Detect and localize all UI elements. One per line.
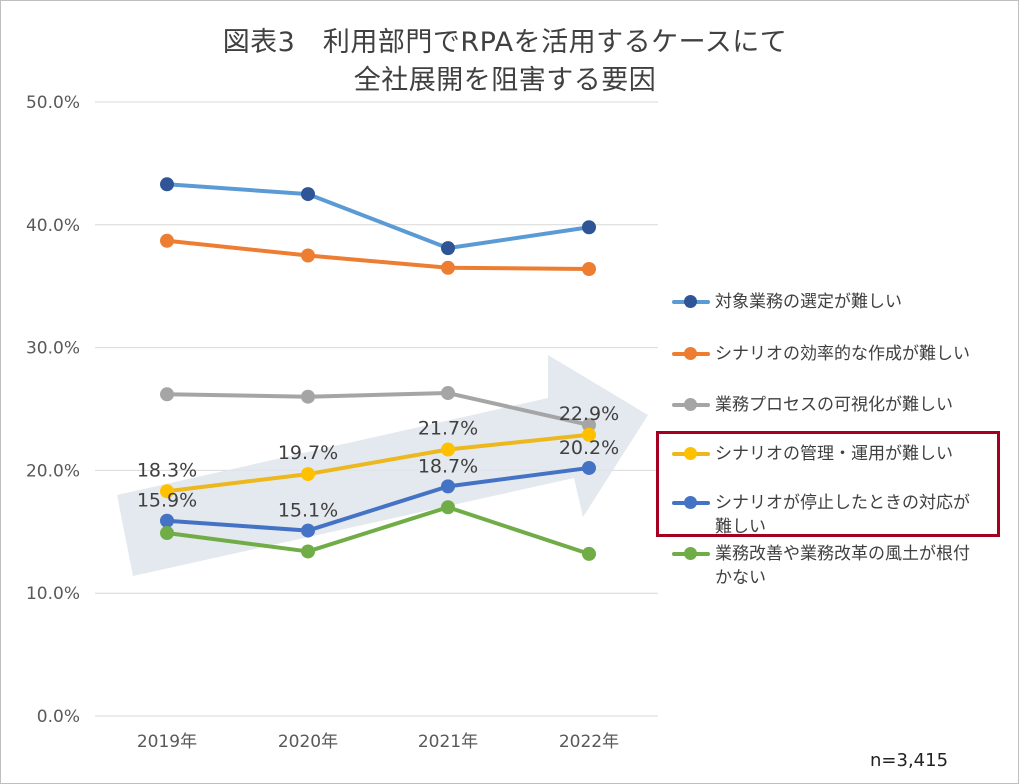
data-point — [441, 479, 455, 494]
data-point — [441, 241, 455, 256]
series-line — [165, 465, 591, 533]
legend-label: 業務改善や業務改革の風土が根付 かない — [715, 544, 970, 588]
y-tick-label: 20.0% — [26, 461, 80, 481]
legend-item: シナリオが停止したときの対応が 難しい — [670, 491, 1000, 537]
legend-label: シナリオの効率的な作成が難しい — [715, 344, 970, 364]
data-point — [160, 177, 174, 192]
data-point — [441, 386, 455, 401]
data-label: 18.7% — [418, 455, 478, 477]
legend-item: シナリオの管理・運用が難しい — [670, 442, 1000, 464]
legend-item: シナリオの効率的な作成が難しい — [670, 342, 1000, 364]
series-line — [165, 432, 591, 494]
highlight-box — [656, 431, 1000, 537]
series-3 — [160, 386, 596, 432]
y-tick-label: 40.0% — [26, 216, 80, 236]
data-label: 15.1% — [278, 500, 338, 522]
data-label: 21.7% — [418, 418, 478, 440]
data-point — [441, 260, 455, 275]
data-point — [301, 248, 315, 263]
legend-marker-swatch — [684, 496, 697, 509]
legend-item: 業務改善や業務改革の風土が根付 かない — [670, 542, 1000, 588]
data-point — [301, 389, 315, 404]
data-point — [160, 233, 174, 248]
data-point — [301, 523, 315, 538]
data-label: 20.2% — [559, 437, 619, 459]
series-line — [165, 238, 591, 272]
legend-item: 業務プロセスの可視化が難しい — [670, 393, 1000, 415]
data-point — [582, 460, 596, 475]
x-tick-label: 2022年 — [559, 732, 619, 752]
chart-title-line-2: 全社展開を阻害する要因 — [353, 65, 657, 96]
data-point — [582, 417, 596, 432]
legend-label: シナリオの管理・運用が難しい — [715, 444, 953, 464]
data-point — [301, 187, 315, 202]
series-2 — [160, 233, 596, 277]
data-label: 22.9% — [559, 403, 619, 425]
data-point — [160, 387, 174, 402]
series-line — [165, 391, 591, 427]
series-lines — [160, 177, 596, 561]
legend-item: 対象業務の選定が難しい — [670, 290, 1000, 312]
data-point — [441, 500, 455, 515]
y-tick-label: 30.0% — [26, 339, 80, 359]
data-label: 15.9% — [137, 490, 197, 512]
y-tick-label: 50.0% — [26, 93, 80, 113]
data-label: 19.7% — [278, 442, 338, 464]
data-point — [160, 526, 174, 541]
y-tick-label: 10.0% — [26, 584, 80, 604]
data-point — [582, 427, 596, 442]
data-point — [160, 484, 174, 499]
legend-label: 業務プロセスの可視化が難しい — [715, 395, 953, 415]
data-label: 18.3% — [137, 459, 197, 481]
data-point — [301, 544, 315, 559]
sample-size-note: n=3,415 — [870, 750, 949, 771]
series-line — [165, 182, 591, 251]
x-axis-ticks: 2019年 2020年 2021年 2022年 — [137, 732, 619, 752]
legend-marker-swatch — [684, 547, 697, 560]
legend-marker-swatch — [684, 398, 697, 411]
series-line — [165, 505, 591, 556]
legend-label: 対象業務の選定が難しい — [715, 292, 902, 312]
y-tick-label: 0.0% — [37, 707, 80, 727]
series-4 — [160, 427, 596, 499]
data-point — [160, 513, 174, 528]
series-5 — [160, 460, 596, 538]
x-tick-label: 2019年 — [137, 732, 197, 752]
series-1 — [160, 177, 596, 256]
data-point — [441, 442, 455, 457]
data-point — [582, 546, 596, 561]
x-tick-label: 2021年 — [418, 732, 478, 752]
legend-label: シナリオが停止したときの対応が 難しい — [715, 493, 970, 537]
chart-title-line-1: 図表3 利用部門でRPAを活用するケースにて — [222, 27, 788, 58]
data-point — [582, 262, 596, 277]
data-point — [301, 467, 315, 482]
data-labels: 18.3% 19.7% 21.7% 22.9% 15.9% 15.1% 18.7% 20.2% — [137, 403, 619, 522]
x-tick-label: 2020年 — [278, 732, 338, 752]
legend-marker-swatch — [684, 447, 697, 460]
y-axis-ticks: 0.0% 10.0% 20.0% 30.0% 40.0% 50.0% — [26, 93, 80, 727]
series-6 — [160, 500, 596, 561]
legend-marker-swatch — [684, 295, 697, 308]
data-point — [582, 220, 596, 235]
legend-marker-swatch — [684, 347, 697, 360]
